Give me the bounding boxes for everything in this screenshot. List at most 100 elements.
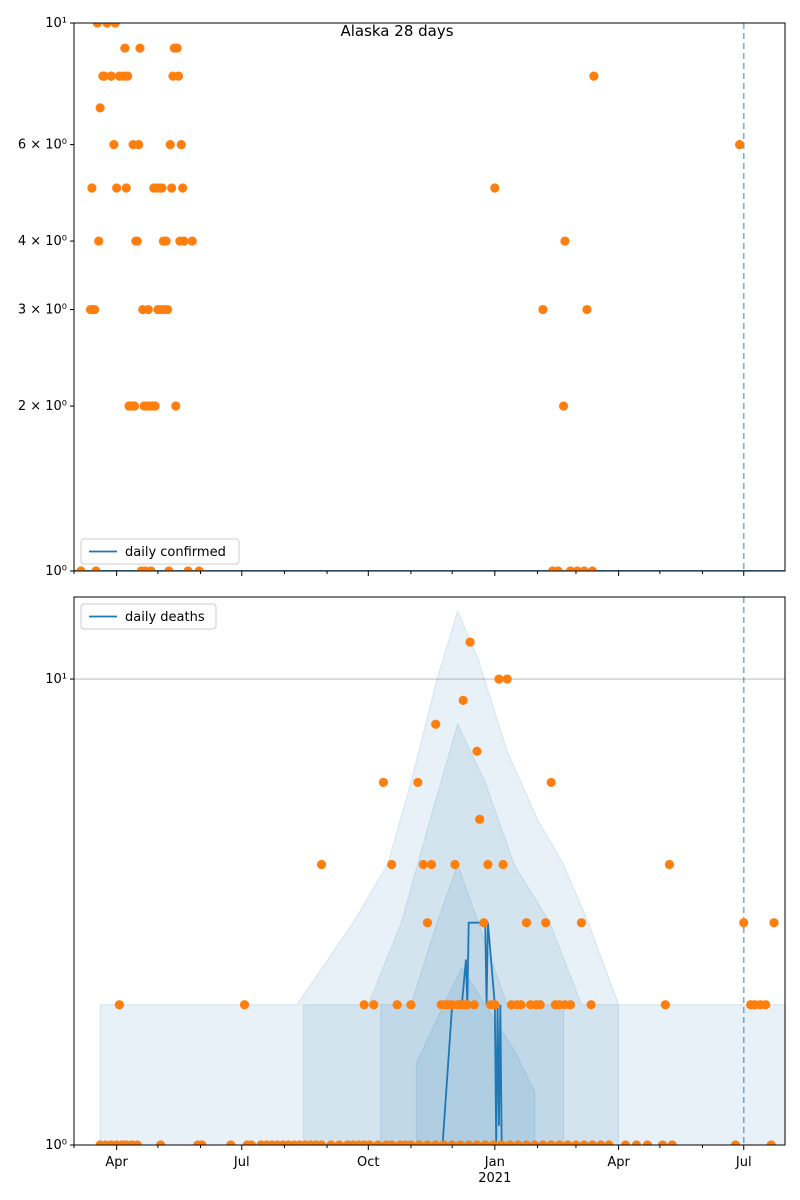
data-point xyxy=(667,1140,677,1145)
data-point xyxy=(431,719,441,729)
data-point xyxy=(187,236,197,246)
data-point xyxy=(106,71,116,81)
data-point xyxy=(406,1000,416,1010)
data-point xyxy=(90,304,100,315)
data-point xyxy=(472,1140,482,1145)
data-point xyxy=(498,859,508,870)
data-point xyxy=(194,566,204,571)
data-point xyxy=(739,918,749,928)
data-point xyxy=(422,1140,433,1145)
data-point xyxy=(91,566,101,571)
data-point xyxy=(316,859,327,870)
data-point xyxy=(766,1140,776,1145)
data-point xyxy=(490,1000,500,1010)
data-point xyxy=(586,1000,596,1010)
x-tick-label: Jul xyxy=(233,1155,250,1170)
data-point xyxy=(565,1000,576,1010)
data-point xyxy=(92,23,102,28)
data-point xyxy=(620,1140,631,1145)
data-point xyxy=(472,746,482,756)
data-point xyxy=(431,1140,441,1145)
legend-box xyxy=(80,603,217,630)
data-point xyxy=(589,71,599,81)
uncertainty-band xyxy=(303,722,620,1145)
data-point xyxy=(387,1140,397,1145)
data-point xyxy=(161,236,171,246)
data-point xyxy=(156,1140,166,1145)
x-tick-label: Jan xyxy=(484,1155,505,1170)
data-point xyxy=(565,566,576,571)
data-point xyxy=(179,236,189,246)
data-point xyxy=(479,918,489,928)
plot-area xyxy=(74,23,785,571)
data-point xyxy=(658,1140,668,1145)
data-point xyxy=(582,304,592,315)
data-point xyxy=(76,566,86,571)
data-point xyxy=(541,918,551,928)
data-point xyxy=(546,1140,556,1145)
data-point xyxy=(406,1140,416,1145)
data-point xyxy=(135,43,145,53)
y-tick-label: 3 × 10⁰ xyxy=(18,303,67,318)
data-point xyxy=(146,566,156,571)
data-point xyxy=(631,1140,642,1145)
y-tick-label: 10⁰ xyxy=(45,1138,67,1153)
data-point xyxy=(373,1140,383,1145)
data-point xyxy=(316,1140,327,1145)
data-point xyxy=(414,1140,424,1145)
data-point xyxy=(664,859,675,870)
data-point xyxy=(109,139,119,150)
y-tick-label: 10¹ xyxy=(45,672,67,687)
data-point xyxy=(572,566,582,571)
y-tick-label: 4 × 10⁰ xyxy=(18,234,67,249)
data-point xyxy=(418,859,428,870)
data-point xyxy=(587,1140,598,1145)
data-point xyxy=(129,401,140,411)
data-point xyxy=(134,139,144,150)
data-point xyxy=(121,183,131,193)
x-tick-label: Oct xyxy=(357,1155,379,1170)
data-point xyxy=(579,1140,589,1145)
data-point xyxy=(730,1140,741,1145)
data-point xyxy=(132,1140,142,1145)
data-point xyxy=(171,401,181,411)
data-point xyxy=(465,637,475,647)
legend-box xyxy=(80,538,240,565)
axes-frame xyxy=(73,22,786,572)
data-point xyxy=(226,1140,236,1145)
data-point xyxy=(378,777,389,788)
data-point xyxy=(365,1140,375,1145)
legend-label: daily deaths xyxy=(125,610,205,625)
data-point xyxy=(172,43,182,53)
y-tick-label: 10¹ xyxy=(45,16,67,31)
data-point xyxy=(387,859,397,870)
data-point xyxy=(521,1140,532,1145)
data-point xyxy=(596,1140,606,1145)
data-point xyxy=(530,1140,540,1145)
data-point xyxy=(114,1000,124,1010)
data-point xyxy=(560,236,570,246)
data-point xyxy=(94,236,104,246)
data-point xyxy=(761,1000,771,1010)
series-line xyxy=(441,921,504,1145)
data-point xyxy=(173,71,184,81)
x-tick-label: Jul xyxy=(735,1155,752,1170)
data-point xyxy=(579,566,589,571)
data-point xyxy=(426,859,437,870)
data-point xyxy=(99,71,109,81)
data-point xyxy=(538,304,548,315)
data-point xyxy=(132,236,142,246)
data-point xyxy=(490,183,500,193)
data-point xyxy=(164,566,174,571)
legend-label: daily confirmed xyxy=(125,545,226,560)
data-point xyxy=(660,1000,670,1010)
data-point xyxy=(326,1140,336,1145)
data-point xyxy=(462,1000,472,1010)
x-tick-label: Apr xyxy=(607,1155,630,1170)
data-point xyxy=(239,1000,250,1010)
data-point xyxy=(505,1140,515,1145)
chart-title: Alaska 28 days xyxy=(340,22,453,40)
data-point xyxy=(87,183,97,193)
bottom-panel: 10⁰ 10¹ Apr Jul Oct Jan Apr Jul 2021 daily deaths xyxy=(45,596,786,1186)
